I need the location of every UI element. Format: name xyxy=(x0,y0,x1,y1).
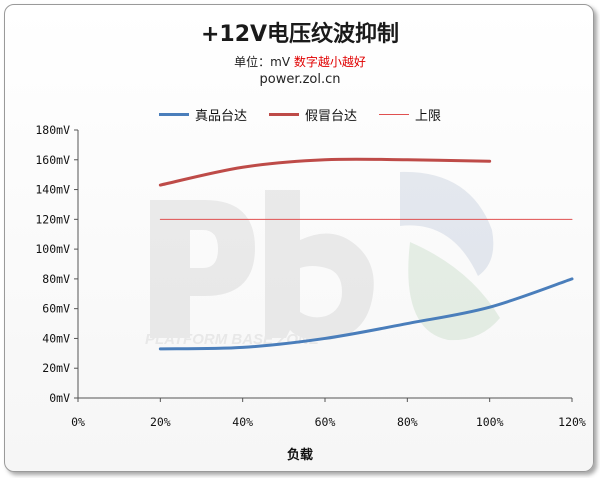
note-label: 数字越小越好 xyxy=(293,55,366,69)
legend-swatch-limit xyxy=(379,114,409,115)
legend-item-limit: 上限 xyxy=(379,105,441,124)
legend: 真品台达 假冒台达 上限 xyxy=(0,105,600,124)
series-line-counterfeit xyxy=(158,157,492,187)
x-tick-label: 40% xyxy=(232,415,253,429)
y-tick-label: 40mV xyxy=(42,331,70,345)
axes: 0mV 20mV 40mV 60mV 80mV 100mV 120mV 140mV 160mV 1… xyxy=(35,123,586,429)
watermark-text: PLATFORM BASE ZONE xyxy=(145,331,320,348)
legend-label-genuine: 真品台达 xyxy=(194,109,247,124)
legend-label-limit: 上限 xyxy=(415,109,442,124)
chart-subtitle: 单位：mV 数字越小越好 xyxy=(0,53,600,70)
y-tick-label: 80mV xyxy=(42,272,70,286)
legend-swatch-genuine xyxy=(158,113,189,116)
source-label: power.zol.cn xyxy=(259,72,341,87)
y-tick-label: 100mV xyxy=(35,242,70,256)
chart-frame xyxy=(4,4,594,472)
y-tick-label: 120mV xyxy=(35,212,70,226)
series-line-genuine xyxy=(158,277,574,351)
y-tick-label: 60mV xyxy=(42,302,70,316)
chart-title: +12V电压纹波抑制 xyxy=(200,22,400,47)
x-tick-label: 0% xyxy=(71,415,85,429)
y-tick-label: 160mV xyxy=(35,153,70,167)
x-tick-label: 80% xyxy=(397,415,418,429)
x-tick-label: 100% xyxy=(476,415,504,429)
y-tick-label: 20mV xyxy=(42,361,70,375)
y-tick-label: 140mV xyxy=(35,183,70,197)
unit-label: 单位：mV xyxy=(234,55,291,69)
x-tick-label: 60% xyxy=(315,415,336,429)
series-layer xyxy=(158,157,574,351)
y-tick-label: 180mV xyxy=(35,123,70,137)
y-tick-label: 0mV xyxy=(49,391,70,405)
legend-label-counterfeit: 假冒台达 xyxy=(304,109,357,124)
legend-item-genuine: 真品台达 xyxy=(158,105,247,124)
x-axis-title: 负载 xyxy=(286,448,313,463)
x-tick-label: 20% xyxy=(150,415,171,429)
legend-item-counterfeit: 假冒台达 xyxy=(268,105,357,124)
watermark-logo: PLATFORM BASE ZONE xyxy=(145,171,500,348)
legend-swatch-counterfeit xyxy=(268,113,299,116)
x-tick-label: 120% xyxy=(558,415,586,429)
